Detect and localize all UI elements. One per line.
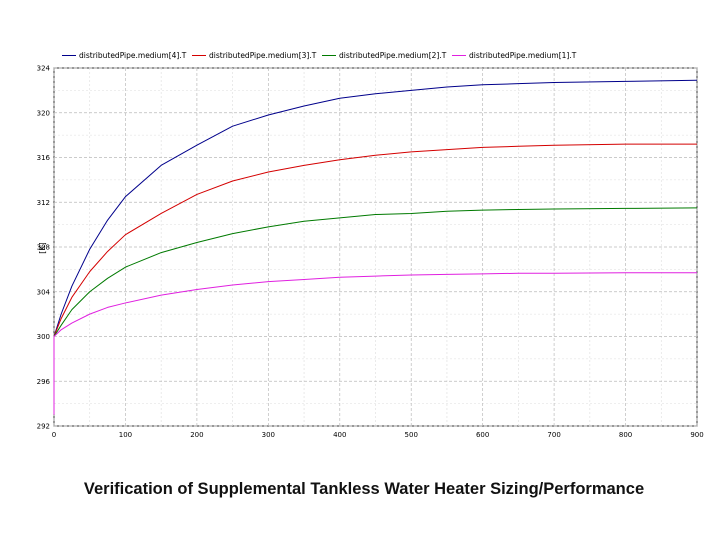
series-lines bbox=[53, 79, 698, 415]
y-tick-label: 324 bbox=[37, 65, 51, 73]
series-line-4 bbox=[53, 272, 697, 415]
series-line-1 bbox=[53, 79, 698, 415]
chart-caption: Verification of Supplemental Tankless Wa… bbox=[83, 480, 645, 498]
y-tick-label: 296 bbox=[37, 378, 51, 386]
y-tick-label: 308 bbox=[37, 244, 50, 252]
legend-label-2: distributedPipe.medium[3].T bbox=[209, 51, 317, 60]
x-tick-label: 700 bbox=[547, 431, 560, 439]
legend-label-3: distributedPipe.medium[2].T bbox=[339, 51, 447, 60]
y-axis-label: [K] bbox=[38, 242, 47, 254]
x-tick-label: 600 bbox=[476, 431, 489, 439]
series-line-2 bbox=[53, 143, 697, 415]
y-tick-label: 316 bbox=[37, 154, 51, 162]
y-tick-label: 320 bbox=[37, 109, 50, 117]
x-tick-label: 800 bbox=[619, 431, 632, 439]
x-tick-label: 100 bbox=[119, 431, 132, 439]
y-tick-label: 304 bbox=[37, 288, 51, 296]
legend-label-1: distributedPipe.medium[4].T bbox=[79, 51, 187, 60]
y-tick-label: 292 bbox=[37, 423, 50, 431]
x-tick-label: 400 bbox=[333, 431, 346, 439]
y-axis: 292 296 300 304 308 312 316 320 324 bbox=[37, 65, 51, 431]
x-tick-label: 0 bbox=[52, 431, 56, 439]
x-axis: 0 100 200 300 400 500 600 700 800 900 bbox=[52, 431, 704, 439]
y-tick-label: 312 bbox=[37, 199, 50, 207]
x-tick-label: 500 bbox=[405, 431, 418, 439]
grid-lines bbox=[53, 67, 698, 427]
legend: distributedPipe.medium[4].T distributedPi… bbox=[62, 51, 577, 60]
x-tick-label: 300 bbox=[262, 431, 275, 439]
legend-label-4: distributedPipe.medium[1].T bbox=[469, 51, 577, 60]
series-line-3 bbox=[53, 207, 698, 415]
x-tick-label: 200 bbox=[190, 431, 203, 439]
x-tick-label: 900 bbox=[690, 431, 703, 439]
y-tick-label: 300 bbox=[37, 333, 50, 341]
